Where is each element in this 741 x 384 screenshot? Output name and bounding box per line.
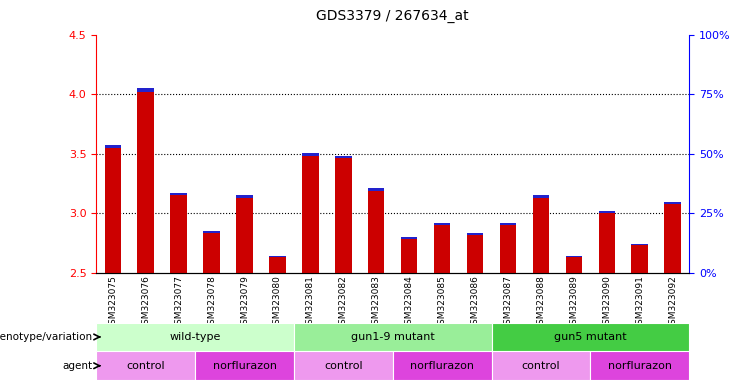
Bar xyxy=(631,245,648,273)
Text: GSM323090: GSM323090 xyxy=(602,275,611,330)
Bar xyxy=(565,257,582,273)
Text: GSM323083: GSM323083 xyxy=(372,275,381,330)
Bar xyxy=(269,256,286,257)
Bar xyxy=(104,148,121,273)
Text: GSM323082: GSM323082 xyxy=(339,275,348,330)
Text: control: control xyxy=(127,361,165,371)
Bar xyxy=(170,195,187,273)
Text: GDS3379 / 267634_at: GDS3379 / 267634_at xyxy=(316,9,469,23)
Bar xyxy=(368,190,385,273)
Text: GSM323086: GSM323086 xyxy=(471,275,479,330)
Bar xyxy=(467,235,483,273)
Text: GSM323079: GSM323079 xyxy=(240,275,249,330)
Text: norflurazon: norflurazon xyxy=(213,361,276,371)
Bar xyxy=(236,198,253,273)
Bar xyxy=(203,231,220,233)
Bar xyxy=(104,145,121,148)
Text: agent: agent xyxy=(62,361,93,371)
Bar xyxy=(491,351,591,380)
Text: GSM323085: GSM323085 xyxy=(438,275,447,330)
Text: gun1-9 mutant: gun1-9 mutant xyxy=(350,332,435,342)
Bar xyxy=(138,88,154,92)
Text: norflurazon: norflurazon xyxy=(608,361,672,371)
Text: norflurazon: norflurazon xyxy=(410,361,474,371)
Bar xyxy=(499,223,516,225)
Bar xyxy=(236,195,253,198)
Text: GSM323087: GSM323087 xyxy=(503,275,513,330)
Bar xyxy=(96,323,294,351)
Text: GSM323078: GSM323078 xyxy=(207,275,216,330)
Bar xyxy=(599,213,615,273)
Bar xyxy=(335,158,351,273)
Bar xyxy=(665,204,681,273)
Bar xyxy=(335,156,351,158)
Bar xyxy=(195,351,294,380)
Text: GSM323077: GSM323077 xyxy=(174,275,183,330)
Bar xyxy=(269,257,286,273)
Bar xyxy=(170,193,187,195)
Bar xyxy=(368,188,385,190)
Text: GSM323089: GSM323089 xyxy=(569,275,579,330)
Bar xyxy=(138,92,154,273)
Text: GSM323075: GSM323075 xyxy=(108,275,117,330)
Bar xyxy=(401,239,417,273)
Bar xyxy=(294,351,393,380)
Bar xyxy=(96,351,195,380)
Bar xyxy=(294,323,491,351)
Bar xyxy=(393,351,491,380)
Bar xyxy=(401,237,417,239)
Text: control: control xyxy=(324,361,362,371)
Bar xyxy=(631,243,648,245)
Text: gun5 mutant: gun5 mutant xyxy=(554,332,627,342)
Text: GSM323091: GSM323091 xyxy=(635,275,644,330)
Bar xyxy=(203,233,220,273)
Text: GSM323081: GSM323081 xyxy=(306,275,315,330)
Text: GSM323076: GSM323076 xyxy=(142,275,150,330)
Text: wild-type: wild-type xyxy=(170,332,221,342)
Text: GSM323084: GSM323084 xyxy=(405,275,413,330)
Text: GSM323092: GSM323092 xyxy=(668,275,677,330)
Bar xyxy=(467,233,483,235)
Text: GSM323080: GSM323080 xyxy=(273,275,282,330)
Bar xyxy=(434,223,451,225)
Text: genotype/variation: genotype/variation xyxy=(0,332,93,342)
Bar xyxy=(302,153,319,156)
Bar xyxy=(565,256,582,257)
Bar xyxy=(665,202,681,204)
Bar xyxy=(599,212,615,213)
Bar xyxy=(491,323,689,351)
Bar xyxy=(434,225,451,273)
Bar xyxy=(533,195,549,198)
Text: GSM323088: GSM323088 xyxy=(536,275,545,330)
Bar xyxy=(499,225,516,273)
Bar xyxy=(533,198,549,273)
Bar xyxy=(591,351,689,380)
Bar xyxy=(302,156,319,273)
Text: control: control xyxy=(522,361,560,371)
